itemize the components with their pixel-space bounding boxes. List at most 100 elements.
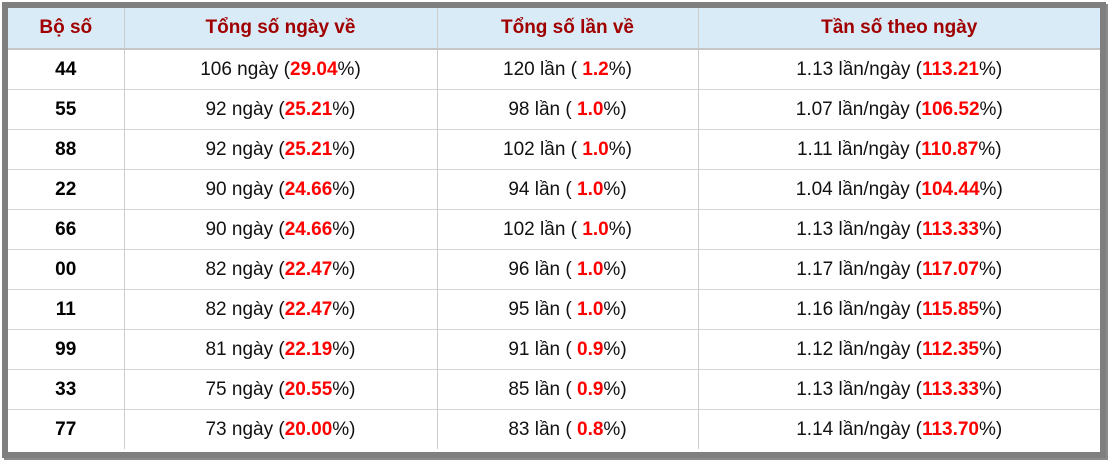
table-row: 44 106 ngày (29.04%) 120 lần ( 1.2%) 1.1…	[8, 49, 1100, 90]
frequency-text: 1.07 lần/ngày (	[795, 98, 922, 120]
total-times-cell: 94 lần ( 1.0%)	[436, 169, 698, 210]
frequency-percent: 110.87	[921, 138, 979, 160]
days-text-close: %)	[332, 418, 356, 440]
frequency-text-close: %)	[979, 58, 1003, 80]
times-text-close: %)	[603, 178, 627, 200]
total-times-cell: 83 lần ( 0.8%)	[436, 409, 698, 449]
days-text-close: %)	[337, 58, 361, 80]
table-row: 33 75 ngày (20.55%) 85 lần ( 0.9%) 1.13 …	[8, 369, 1100, 410]
pair-number: 00	[8, 249, 124, 290]
pair-number: 55	[8, 89, 124, 130]
pair-number: 88	[8, 129, 124, 170]
frequency-cell: 1.07 lần/ngày (106.52%)	[697, 89, 1100, 130]
total-days-cell: 82 ngày (22.47%)	[123, 249, 437, 290]
frequency-text: 1.16 lần/ngày (	[796, 298, 922, 320]
frequency-text: 1.14 lần/ngày (	[796, 418, 922, 440]
times-percent: 1.0	[577, 258, 604, 280]
times-text: 94 lần (	[508, 178, 577, 200]
times-text: 120 lần (	[503, 58, 583, 80]
table-row: 55 92 ngày (25.21%) 98 lần ( 1.0%) 1.07 …	[8, 89, 1100, 130]
days-text: 106 ngày (	[200, 58, 290, 80]
days-text: 92 ngày (	[205, 98, 285, 120]
days-text: 75 ngày (	[205, 378, 285, 400]
frequency-cell: 1.13 lần/ngày (113.21%)	[697, 49, 1100, 90]
days-percent: 22.47	[284, 298, 333, 320]
times-percent: 1.0	[577, 178, 604, 200]
times-percent: 1.0	[582, 138, 609, 160]
days-text: 73 ngày (	[205, 418, 285, 440]
frequency-text-close: %)	[979, 298, 1003, 320]
frequency-text-close: %)	[978, 138, 1002, 160]
frequency-text: 1.04 lần/ngày (	[795, 178, 922, 200]
frequency-cell: 1.16 lần/ngày (115.85%)	[697, 289, 1100, 330]
times-percent: 1.0	[577, 98, 604, 120]
pair-number: 11	[8, 289, 124, 330]
frequency-text: 1.17 lần/ngày (	[796, 258, 922, 280]
days-text-close: %)	[332, 338, 356, 360]
pair-number: 66	[8, 209, 124, 250]
times-text: 98 lần (	[508, 98, 577, 120]
frequency-cell: 1.13 lần/ngày (113.33%)	[697, 209, 1100, 250]
times-text-close: %)	[603, 258, 627, 280]
table-row: 66 90 ngày (24.66%) 102 lần ( 1.0%) 1.13…	[8, 209, 1100, 250]
times-text-close: %)	[608, 138, 632, 160]
days-percent: 25.21	[284, 98, 333, 120]
frequency-percent: 106.52	[921, 98, 980, 120]
times-percent: 1.0	[582, 218, 609, 240]
frequency-percent: 112.35	[921, 338, 980, 360]
days-percent: 24.66	[284, 178, 333, 200]
days-percent: 22.47	[284, 258, 333, 280]
times-text: 91 lần (	[508, 338, 577, 360]
table-row: 88 92 ngày (25.21%) 102 lần ( 1.0%) 1.11…	[8, 129, 1100, 170]
days-text: 90 ngày (	[205, 178, 285, 200]
times-text-close: %)	[603, 298, 627, 320]
table-row: 99 81 ngày (22.19%) 91 lần ( 0.9%) 1.12 …	[8, 329, 1100, 370]
times-text-close: %)	[603, 378, 627, 400]
days-percent: 29.04	[290, 58, 338, 80]
total-days-cell: 92 ngày (25.21%)	[123, 89, 437, 130]
table-row: 00 82 ngày (22.47%) 96 lần ( 1.0%) 1.17 …	[8, 249, 1100, 290]
days-text-close: %)	[332, 378, 356, 400]
frequency-text: 1.13 lần/ngày (	[796, 218, 922, 240]
frequency-text: 1.13 lần/ngày (	[796, 378, 922, 400]
frequency-cell: 1.17 lần/ngày (117.07%)	[697, 249, 1100, 290]
frequency-percent: 115.85	[921, 298, 980, 320]
frequency-cell: 1.12 lần/ngày (112.35%)	[697, 329, 1100, 370]
times-percent: 0.9	[577, 378, 604, 400]
frequency-text-close: %)	[979, 338, 1003, 360]
days-text-close: %)	[332, 178, 356, 200]
frequency-percent: 113.33	[921, 378, 980, 400]
days-percent: 20.00	[284, 418, 333, 440]
days-text-close: %)	[332, 218, 356, 240]
frequency-text-close: %)	[979, 98, 1003, 120]
table-row: 77 73 ngày (20.00%) 83 lần ( 0.8%) 1.14 …	[8, 409, 1100, 449]
times-text-close: %)	[603, 418, 627, 440]
times-percent: 1.2	[582, 58, 609, 80]
column-header-total-days: Tổng số ngày về	[123, 8, 437, 50]
days-percent: 22.19	[284, 338, 333, 360]
times-text: 95 lần (	[508, 298, 577, 320]
total-days-cell: 90 ngày (24.66%)	[123, 209, 437, 250]
days-text: 82 ngày (	[205, 258, 285, 280]
table-body: 44 106 ngày (29.04%) 120 lần ( 1.2%) 1.1…	[8, 49, 1100, 449]
pair-statistics-table: Bộ số Tổng số ngày về Tổng số lần về Tần…	[8, 8, 1100, 449]
pair-number: 77	[8, 409, 124, 449]
frequency-cell: 1.11 lần/ngày (110.87%)	[697, 129, 1100, 170]
frequency-text: 1.11 lần/ngày (	[796, 138, 922, 160]
frequency-percent: 113.70	[921, 418, 980, 440]
frequency-text: 1.13 lần/ngày (	[796, 58, 922, 80]
frequency-percent: 113.21	[921, 58, 980, 80]
times-text: 102 lần (	[503, 138, 583, 160]
times-text: 96 lần (	[508, 258, 577, 280]
total-times-cell: 102 lần ( 1.0%)	[436, 129, 698, 170]
pair-number: 99	[8, 329, 124, 370]
frequency-percent: 104.44	[921, 178, 980, 200]
total-days-cell: 75 ngày (20.55%)	[123, 369, 437, 410]
frequency-percent: 113.33	[921, 218, 980, 240]
frequency-text-close: %)	[979, 178, 1003, 200]
total-days-cell: 92 ngày (25.21%)	[123, 129, 437, 170]
times-text-close: %)	[608, 218, 632, 240]
frequency-text-close: %)	[979, 418, 1003, 440]
frequency-cell: 1.04 lần/ngày (104.44%)	[697, 169, 1100, 210]
